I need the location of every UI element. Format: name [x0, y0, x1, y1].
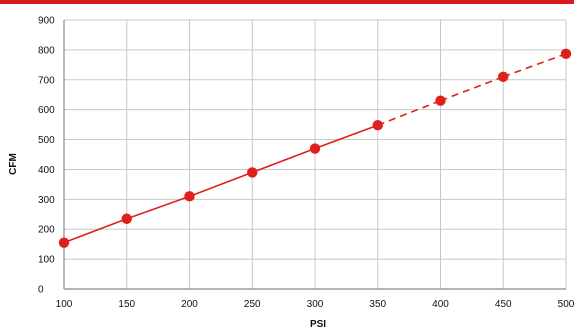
x-axis-ticks: 100 150 200 250 300 350 400 450 500: [56, 299, 574, 310]
top-red-rule: [0, 0, 574, 4]
series-segment-solid: [314, 124, 379, 150]
data-point: [560, 48, 572, 59]
y-tick-label: 400: [38, 165, 55, 176]
grid-lines: [64, 19, 567, 289]
series-segment-solid: [189, 171, 253, 198]
y-axis-ticks: 0 100 200 300 400 500 600 700 800 900: [38, 16, 55, 296]
x-tick-label: 400: [432, 299, 449, 310]
x-tick-label: 250: [244, 299, 261, 310]
series-segment-dashed: [440, 76, 504, 102]
y-tick-label: 900: [38, 16, 55, 27]
x-tick-label: 300: [307, 299, 324, 310]
data-point: [498, 71, 509, 82]
data-point: [184, 191, 195, 202]
series-segment-dashed: [502, 53, 567, 78]
x-tick-label: 200: [181, 299, 198, 310]
x-tick-label: 500: [558, 299, 574, 310]
y-axis-title: CFM: [8, 153, 19, 175]
data-point: [58, 237, 70, 248]
x-tick-label: 150: [118, 299, 135, 310]
y-tick-label: 800: [38, 45, 55, 56]
y-tick-label: 700: [38, 75, 55, 86]
series-segment-solid: [63, 218, 128, 244]
y-tick-label: 300: [38, 195, 55, 206]
series-cfm-vs-psi: [58, 48, 572, 248]
y-tick-label: 0: [38, 285, 44, 296]
data-point: [309, 143, 321, 154]
y-tick-label: 500: [38, 135, 55, 146]
y-tick-label: 600: [38, 105, 55, 116]
data-point: [435, 95, 446, 106]
y-tick-label: 100: [38, 255, 55, 266]
x-axis-title: PSI: [310, 319, 326, 329]
series-segment-solid: [251, 147, 316, 174]
series-segment-solid: [126, 195, 190, 220]
series-segment-dashed: [377, 99, 441, 126]
x-tick-label: 450: [495, 299, 512, 310]
y-tick-label: 200: [38, 225, 55, 236]
data-point: [121, 213, 132, 224]
x-tick-label: 100: [56, 299, 73, 310]
data-point: [247, 167, 258, 178]
data-point: [372, 120, 383, 131]
x-tick-label: 350: [369, 299, 386, 310]
